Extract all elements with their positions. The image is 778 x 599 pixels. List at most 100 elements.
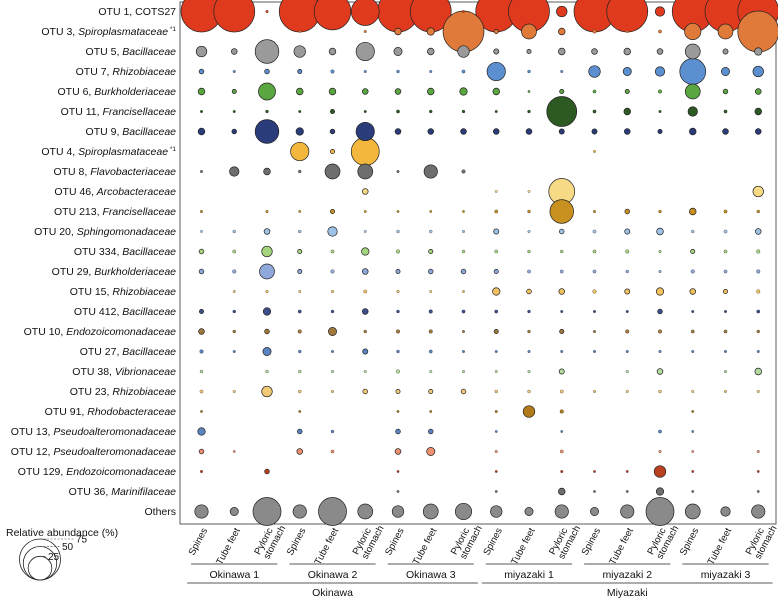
- bubble-mark: [199, 389, 204, 394]
- bubble-mark: [593, 490, 596, 493]
- row-label: OTU 213, Francisellaceae: [54, 206, 176, 218]
- bubble-mark: [355, 121, 375, 142]
- bubble-mark: [493, 48, 500, 55]
- bubble-mark: [625, 269, 629, 274]
- bubble-mark: [620, 504, 635, 519]
- column-label: Spines: [187, 526, 211, 557]
- bubble-mark: [754, 47, 763, 56]
- bubble-mark: [355, 41, 375, 62]
- bubble-mark: [298, 169, 302, 174]
- bubble-mark: [265, 369, 269, 374]
- bubble-mark: [527, 350, 531, 353]
- bubble-mark: [751, 504, 766, 519]
- bubble-mark: [363, 289, 368, 294]
- bubble-mark: [559, 409, 564, 414]
- bubble-mark: [229, 507, 239, 516]
- bubble-mark: [428, 329, 433, 334]
- row-label: OTU 10, Endozoicomonadaceae: [24, 326, 177, 338]
- bubble-mark: [462, 370, 465, 373]
- bubble-mark: [330, 249, 335, 254]
- bubble-mark: [199, 369, 204, 374]
- row-label: OTU 1, COTS27: [98, 6, 176, 18]
- bubble-mark: [330, 69, 335, 74]
- column-label: Pyloricstomach: [547, 519, 583, 561]
- bubble-mark: [645, 497, 675, 526]
- bubble-mark: [296, 87, 304, 96]
- bubble-mark: [593, 330, 596, 333]
- bubble-mark: [396, 490, 400, 493]
- bubble-mark: [691, 229, 695, 234]
- bubble-mark: [462, 290, 465, 293]
- column-label: Spines: [678, 526, 702, 557]
- bubble-mark: [527, 190, 531, 193]
- row-label: OTU 15, Rhizobiaceae: [70, 286, 176, 298]
- bubble-mark: [461, 169, 466, 174]
- bubble-mark: [198, 328, 205, 335]
- bubble-mark: [625, 390, 629, 393]
- bubble-mark: [494, 249, 499, 254]
- bubble-mark: [429, 70, 433, 73]
- bubble-mark: [252, 497, 282, 526]
- bubble-mark: [722, 128, 729, 135]
- row-label: OTU 3, Spiroplasmataceae *1: [41, 26, 176, 38]
- bubble-mark: [625, 30, 629, 33]
- bubble-mark: [691, 430, 695, 433]
- bubble-mark: [427, 128, 435, 135]
- bubble-mark: [330, 209, 335, 214]
- bubble-mark: [330, 269, 335, 274]
- bubble-mark: [331, 390, 334, 393]
- bubble-mark: [593, 210, 596, 213]
- bubble-mark: [494, 309, 499, 314]
- bubble-mark: [428, 268, 434, 275]
- bubble-mark: [592, 109, 597, 114]
- bubble-mark: [426, 27, 435, 36]
- group-label: Okinawa 1: [209, 569, 259, 581]
- row-label: OTU 29, Burkholderiaceae: [52, 266, 176, 278]
- bubbles: [180, 0, 778, 526]
- bubble-mark: [494, 430, 498, 433]
- bubble-mark: [546, 96, 578, 127]
- bubble-mark: [396, 109, 400, 114]
- bubble-mark: [691, 390, 695, 393]
- bubble-mark: [462, 330, 465, 333]
- bubble-mark: [526, 288, 532, 295]
- bubble-mark: [460, 268, 467, 275]
- bubble-mark: [494, 389, 498, 394]
- bubble-mark: [295, 127, 304, 136]
- bubble-mark: [687, 106, 698, 117]
- bubble-mark: [324, 163, 341, 180]
- bubble-mark: [722, 48, 729, 55]
- row-label: OTU 5, Bacillaceae: [86, 46, 177, 58]
- bubble-mark: [396, 170, 400, 173]
- bubble-mark: [459, 87, 468, 96]
- bubble-mark: [690, 269, 695, 274]
- bubble-mark: [724, 370, 727, 373]
- bubble-mark: [492, 287, 501, 296]
- bubble-mark: [350, 137, 380, 166]
- bubble-mark: [198, 268, 205, 275]
- bubble-mark: [691, 410, 695, 413]
- bubble-mark: [524, 507, 534, 516]
- group-label: Okinawa 2: [308, 569, 358, 581]
- bubble-mark: [200, 410, 203, 413]
- bubble-mark: [623, 128, 631, 135]
- bubble-mark: [723, 229, 728, 234]
- column-label: Tube feet: [607, 526, 636, 567]
- row-label: OTU 20, Sphingomonadaceae: [34, 226, 176, 238]
- bubble-mark: [254, 39, 280, 64]
- bubble-mark: [262, 347, 272, 356]
- bubble-mark: [724, 390, 727, 393]
- bubble-mark: [297, 329, 302, 334]
- bubble-mark: [330, 109, 335, 114]
- bubble-mark: [391, 505, 405, 518]
- bubble-mark: [461, 109, 466, 114]
- bubble-mark: [689, 288, 696, 295]
- bubble-mark: [558, 368, 565, 375]
- column-label: Spines: [383, 526, 407, 557]
- bubble-mark: [395, 428, 401, 435]
- bubble-mark: [232, 110, 236, 113]
- bubble-mark: [328, 327, 337, 336]
- bubble-mark: [298, 410, 302, 413]
